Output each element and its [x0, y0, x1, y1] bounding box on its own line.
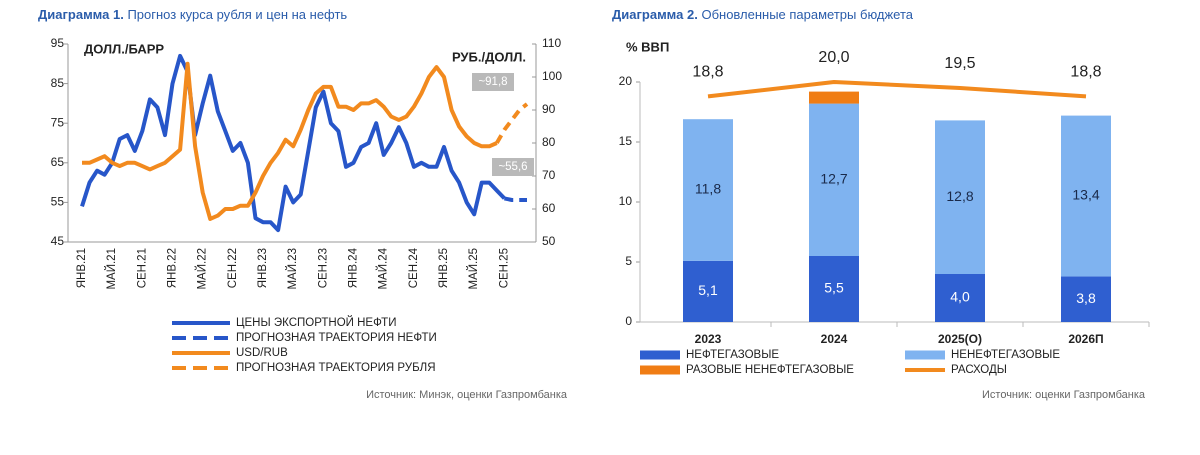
x-tick-label: МАЙ.22	[196, 248, 209, 290]
legend-label: РАЗОВЫЕ НЕНЕФТЕГАЗОВЫЕ	[686, 364, 854, 376]
y-axis-label: % ВВП	[626, 39, 669, 54]
y2-tick-label: 100	[542, 69, 562, 83]
y2-tick-label: 110	[542, 36, 561, 50]
series-line	[80, 53, 506, 233]
y-tick-label: 45	[51, 234, 65, 248]
y-tick-label: 85	[51, 76, 65, 90]
x-tick-label: СЕН.24	[408, 247, 420, 288]
bar-segment	[683, 260, 733, 322]
x-tick-label: СЕН.22	[227, 248, 239, 288]
chart-number: Диаграмма 2.	[612, 7, 698, 22]
data-label: 11,8	[695, 181, 721, 197]
y-tick-label: 20	[619, 74, 633, 88]
annotation: ~55,6	[498, 161, 527, 173]
chart-title: Диаграмма 2. Обновленные параметры бюдже…	[612, 7, 914, 22]
bar-segment	[1061, 115, 1111, 277]
y-axis-label: ДОЛЛ./БАРР	[84, 41, 164, 56]
legend-label: РАСХОДЫ	[951, 364, 1007, 376]
legend-label: ЦЕНЫ ЭКСПОРТНОЙ НЕФТИ	[236, 316, 396, 329]
annotation-box	[492, 158, 534, 176]
x-tick-label: 2025(О)	[938, 332, 982, 346]
legend-label: USD/RUB	[236, 347, 288, 359]
series-line	[82, 61, 498, 221]
y-tick-label: 65	[51, 155, 65, 169]
legend-label: ПРОГНОЗНАЯ ТРАЕКТОРИЯ РУБЛЯ	[236, 362, 436, 374]
annotation: ~91,8	[478, 76, 507, 88]
chart-title-text: Прогноз курса рубля и цен на нефть	[127, 7, 347, 22]
y2-tick-label: 70	[542, 168, 556, 182]
source: Источник: Минэк, оценки Газпромбанка	[366, 389, 568, 401]
x-tick-label: 2024	[821, 332, 848, 346]
y2-tick-label: 80	[542, 135, 556, 149]
data-label: 12,8	[946, 188, 973, 204]
data-label: 19,5	[944, 55, 975, 72]
x-tick-label: ЯНВ.21	[76, 248, 88, 288]
legend-label: НЕФТЕГАЗОВЫЕ	[686, 349, 779, 361]
data-label: 18,8	[692, 64, 723, 81]
x-tick-label: МАЙ.23	[286, 248, 299, 290]
bar-segment	[809, 103, 859, 256]
y-tick-label: 0	[625, 314, 632, 328]
x-tick-label: ЯНВ.25	[438, 248, 450, 288]
bar-segment	[935, 274, 985, 322]
y-tick-label: 95	[51, 36, 65, 50]
y2-tick-label: 60	[542, 201, 556, 215]
x-tick-label: ЯНВ.23	[257, 248, 269, 288]
data-label: 18,8	[1070, 64, 1101, 81]
x-tick-label: ЯНВ.22	[167, 248, 179, 288]
series-line	[503, 196, 527, 202]
data-label: 20,0	[818, 49, 849, 66]
legend-label: НЕНЕФТЕГАЗОВЫЕ	[951, 349, 1060, 361]
y-tick-label: 15	[619, 134, 633, 148]
x-tick-label: 2023	[695, 332, 722, 346]
x-tick-label: ЯНВ.24	[348, 247, 360, 288]
y2-axis-label: РУБ./ДОЛЛ.	[452, 49, 526, 64]
chart-title-text: Обновленные параметры бюджета	[701, 7, 913, 22]
x-tick-label: СЕН.23	[317, 248, 329, 288]
y-tick-label: 5	[625, 254, 632, 268]
data-label: 5,5	[824, 280, 844, 296]
legend-label: ПРОГНОЗНАЯ ТРАЕКТОРИЯ НЕФТИ	[236, 332, 437, 344]
x-tick-label: МАЙ.25	[467, 248, 480, 290]
x-tick-label: СЕН.25	[498, 248, 510, 288]
bar-segment	[683, 119, 733, 261]
data-label: 4,0	[950, 289, 970, 305]
y-tick-label: 55	[51, 195, 65, 209]
bar-segment	[935, 120, 985, 275]
x-tick-label: 2026П	[1068, 332, 1103, 346]
y-tick-label: 75	[51, 115, 65, 129]
y2-tick-label: 90	[542, 102, 556, 116]
x-tick-label: СЕН.21	[136, 248, 148, 288]
chart-title: Диаграмма 1. Прогноз курса рубля и цен н…	[38, 7, 347, 22]
y2-tick-label: 50	[542, 234, 556, 248]
data-label: 3,8	[1076, 290, 1096, 306]
series-line	[495, 102, 529, 144]
chart-number: Диаграмма 1.	[38, 7, 124, 22]
bar-segment	[809, 91, 859, 104]
bar-segment	[809, 256, 859, 322]
data-label: 5,1	[698, 282, 718, 298]
x-tick-label: МАЙ.24	[377, 247, 390, 289]
expense-line	[707, 80, 1087, 99]
bar-segment	[1061, 276, 1111, 322]
annotation-box	[472, 73, 514, 91]
y-tick-label: 10	[619, 194, 633, 208]
source: Источник: оценки Газпромбанка	[982, 389, 1146, 401]
data-label: 12,7	[820, 171, 847, 187]
x-tick-label: МАЙ.21	[105, 248, 118, 290]
data-label: 13,4	[1072, 187, 1099, 203]
